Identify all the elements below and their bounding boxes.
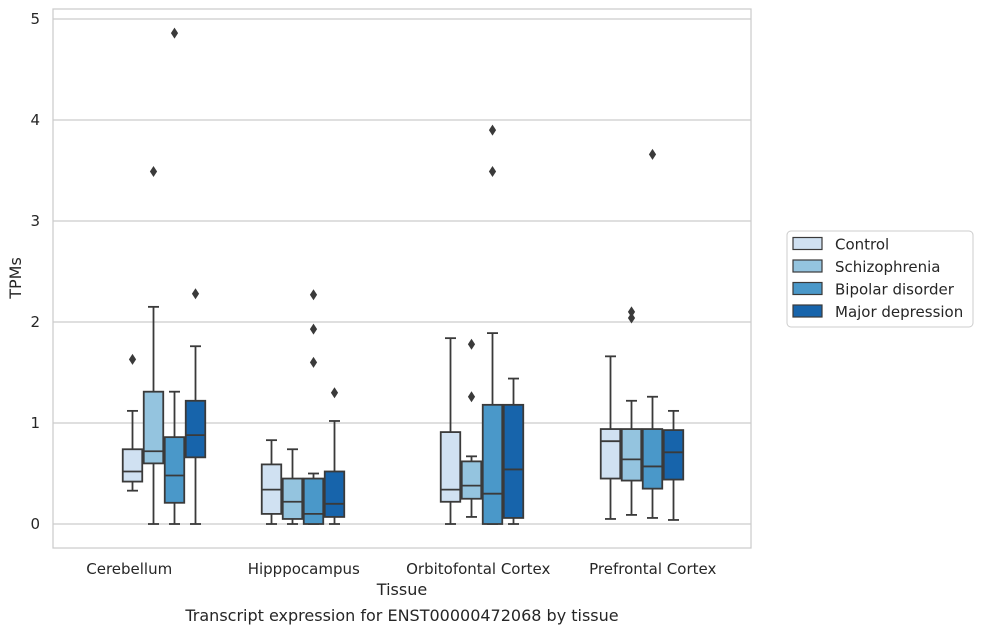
box-body bbox=[502, 403, 525, 519]
legend-label: Bipolar disorder bbox=[835, 281, 955, 299]
x-tick-labels: Cerebellum Hipppocampus Orbitofontal Corte… bbox=[86, 560, 716, 578]
legend-label: Control bbox=[835, 236, 889, 254]
box-body bbox=[302, 477, 325, 525]
legend-frame bbox=[786, 230, 974, 328]
legend-swatch bbox=[792, 281, 823, 296]
box-body bbox=[142, 390, 165, 465]
box-body bbox=[481, 403, 504, 525]
box-body bbox=[662, 429, 685, 481]
legend-label: Major depression bbox=[835, 303, 963, 321]
x-axis-label: Tissue bbox=[376, 580, 427, 599]
box-body bbox=[281, 477, 304, 520]
figure-caption: Transcript expression for ENST0000047206… bbox=[184, 606, 618, 625]
box-bipolar-disorder-1 bbox=[302, 289, 325, 525]
box-body bbox=[460, 460, 483, 500]
box-major-depression-0 bbox=[184, 288, 207, 525]
outlier-point bbox=[309, 289, 318, 301]
x-tick-label: Hipppocampus bbox=[248, 560, 360, 578]
box-major-depression-3 bbox=[662, 409, 685, 521]
legend-label: Schizophrenia bbox=[835, 258, 940, 276]
box-control-3 bbox=[599, 355, 622, 520]
box-schizophrenia-1 bbox=[281, 448, 304, 525]
box-bipolar-disorder-2 bbox=[481, 124, 504, 525]
outlier-point bbox=[467, 391, 476, 403]
box-body bbox=[641, 428, 664, 490]
legend-swatch bbox=[792, 259, 823, 273]
x-tick-label: Cerebellum bbox=[86, 560, 172, 578]
box-body bbox=[323, 470, 346, 518]
box-series bbox=[121, 27, 685, 525]
outlier-point bbox=[648, 148, 657, 160]
y-tick-label: 0 bbox=[30, 515, 40, 533]
outlier-point bbox=[128, 353, 137, 365]
outlier-point bbox=[467, 338, 476, 350]
x-tick-label: Orbitofontal Cortex bbox=[406, 560, 550, 578]
outlier-point bbox=[309, 323, 318, 335]
box-body bbox=[439, 431, 462, 503]
outlier-point bbox=[627, 306, 636, 318]
box-control-0 bbox=[121, 353, 144, 492]
outlier-point bbox=[149, 166, 158, 178]
box-schizophrenia-0 bbox=[142, 166, 165, 525]
legend: Control Schizophrenia Bipolar disorder Majo… bbox=[786, 230, 974, 328]
y-tick-label: 4 bbox=[30, 111, 40, 129]
y-tick-label: 1 bbox=[30, 414, 40, 432]
box-body bbox=[121, 448, 144, 483]
y-tick-label: 2 bbox=[30, 313, 40, 331]
box-bipolar-disorder-3 bbox=[641, 148, 664, 519]
legend-swatch bbox=[792, 304, 823, 318]
y-axis-label: TPMs bbox=[6, 257, 25, 300]
box-schizophrenia-2 bbox=[460, 338, 483, 518]
box-bipolar-disorder-0 bbox=[163, 27, 186, 525]
box-control-2 bbox=[439, 337, 462, 525]
x-tick-label: Prefrontal Cortex bbox=[589, 560, 716, 578]
outlier-point bbox=[488, 124, 497, 136]
box-control-1 bbox=[260, 439, 283, 525]
box-major-depression-2 bbox=[502, 377, 525, 525]
outlier-point bbox=[191, 288, 200, 300]
outlier-point bbox=[170, 27, 179, 39]
legend-swatch bbox=[792, 236, 823, 251]
y-tick-label: 3 bbox=[30, 212, 40, 230]
outlier-point bbox=[627, 312, 636, 324]
outlier-point bbox=[488, 166, 497, 178]
box-major-depression-1 bbox=[323, 387, 346, 525]
y-tick-labels: 0 1 2 3 4 5 bbox=[30, 10, 40, 533]
box-body bbox=[163, 436, 186, 504]
box-body bbox=[620, 428, 643, 482]
box-schizophrenia-3 bbox=[620, 306, 643, 516]
y-tick-label: 5 bbox=[30, 10, 40, 28]
outlier-point bbox=[330, 387, 339, 399]
box-body bbox=[599, 428, 622, 480]
outlier-point bbox=[309, 356, 318, 368]
box-body bbox=[184, 399, 207, 459]
